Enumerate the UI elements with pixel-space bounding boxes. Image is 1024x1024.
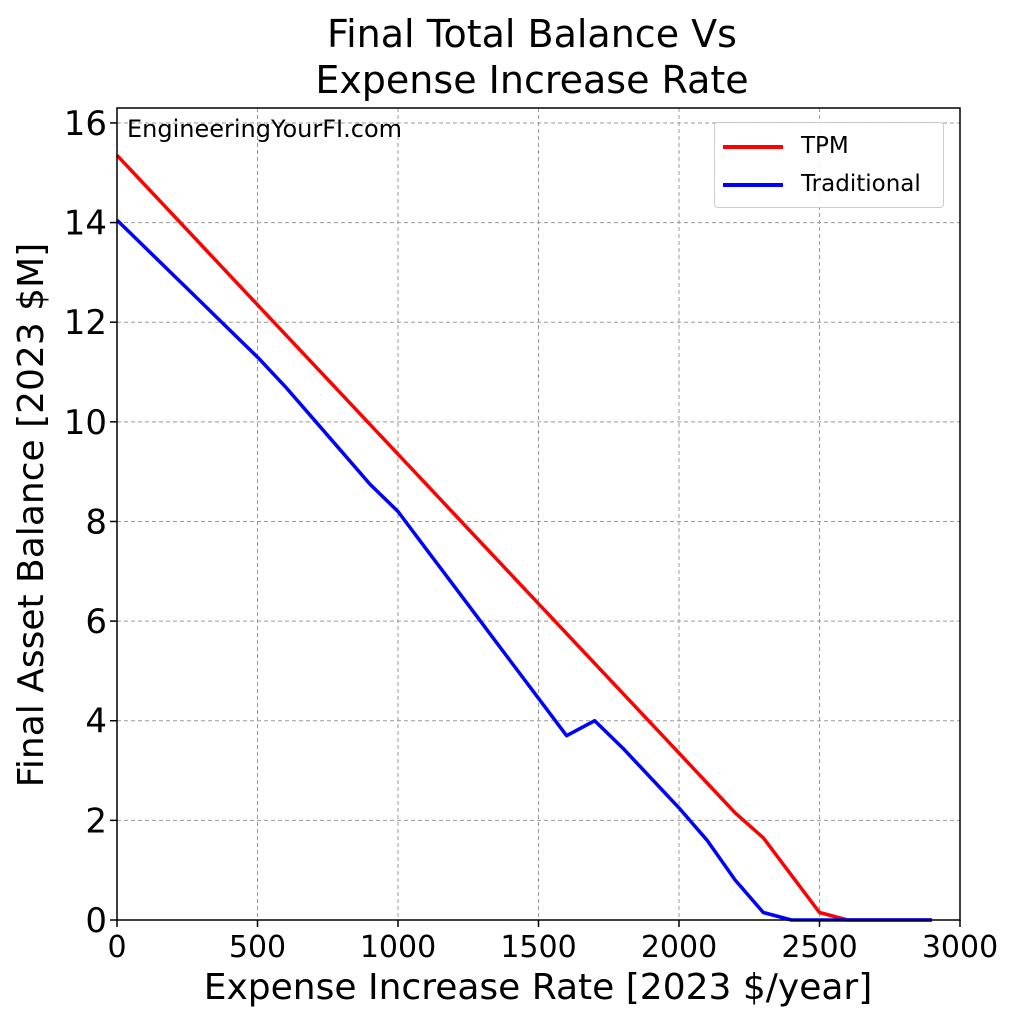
y-axis-label: Final Asset Balance [2023 $M] — [11, 242, 52, 788]
y-tick-label: 4 — [85, 702, 107, 742]
legend: TPM Traditional — [714, 122, 944, 208]
legend-swatch-traditional — [723, 183, 783, 187]
watermark: EngineeringYourFI.com — [127, 115, 403, 143]
x-tick-label: 1500 — [500, 930, 576, 965]
chart-title-line1: Final Total Balance Vs — [327, 12, 737, 56]
series-line-tpm — [115, 154, 932, 922]
x-tick-label: 2500 — [781, 930, 857, 965]
x-tick-label: 1000 — [360, 930, 436, 965]
x-tick-label: 0 — [107, 930, 126, 965]
legend-label-tpm: TPM — [801, 133, 849, 159]
legend-item-tpm: TPM — [723, 131, 938, 161]
y-tick-label: 2 — [85, 801, 107, 841]
x-tick-label: 3000 — [922, 930, 998, 965]
x-tick-label: 2000 — [641, 930, 717, 965]
y-tick-label: 0 — [85, 901, 107, 941]
x-tick-label: 500 — [229, 930, 286, 965]
chart-title-line2: Expense Increase Rate — [315, 58, 749, 102]
legend-swatch-tpm — [723, 145, 783, 149]
legend-item-traditional: Traditional — [723, 169, 938, 199]
y-tick-label: 6 — [85, 602, 107, 642]
y-tick-label: 12 — [64, 303, 107, 343]
ticks: 0 500 1000 1500 2000 2500 3000 0 2 4 6 8 10 12 14 16 — [64, 104, 998, 965]
y-tick-label: 16 — [64, 104, 107, 144]
y-tick-label: 14 — [64, 204, 107, 244]
y-tick-label: 10 — [64, 403, 107, 443]
y-tick-label: 8 — [85, 502, 107, 542]
grid — [116, 108, 961, 921]
legend-label-traditional: Traditional — [801, 171, 921, 197]
x-axis-label: Expense Increase Rate [2023 $/year] — [203, 967, 873, 1008]
